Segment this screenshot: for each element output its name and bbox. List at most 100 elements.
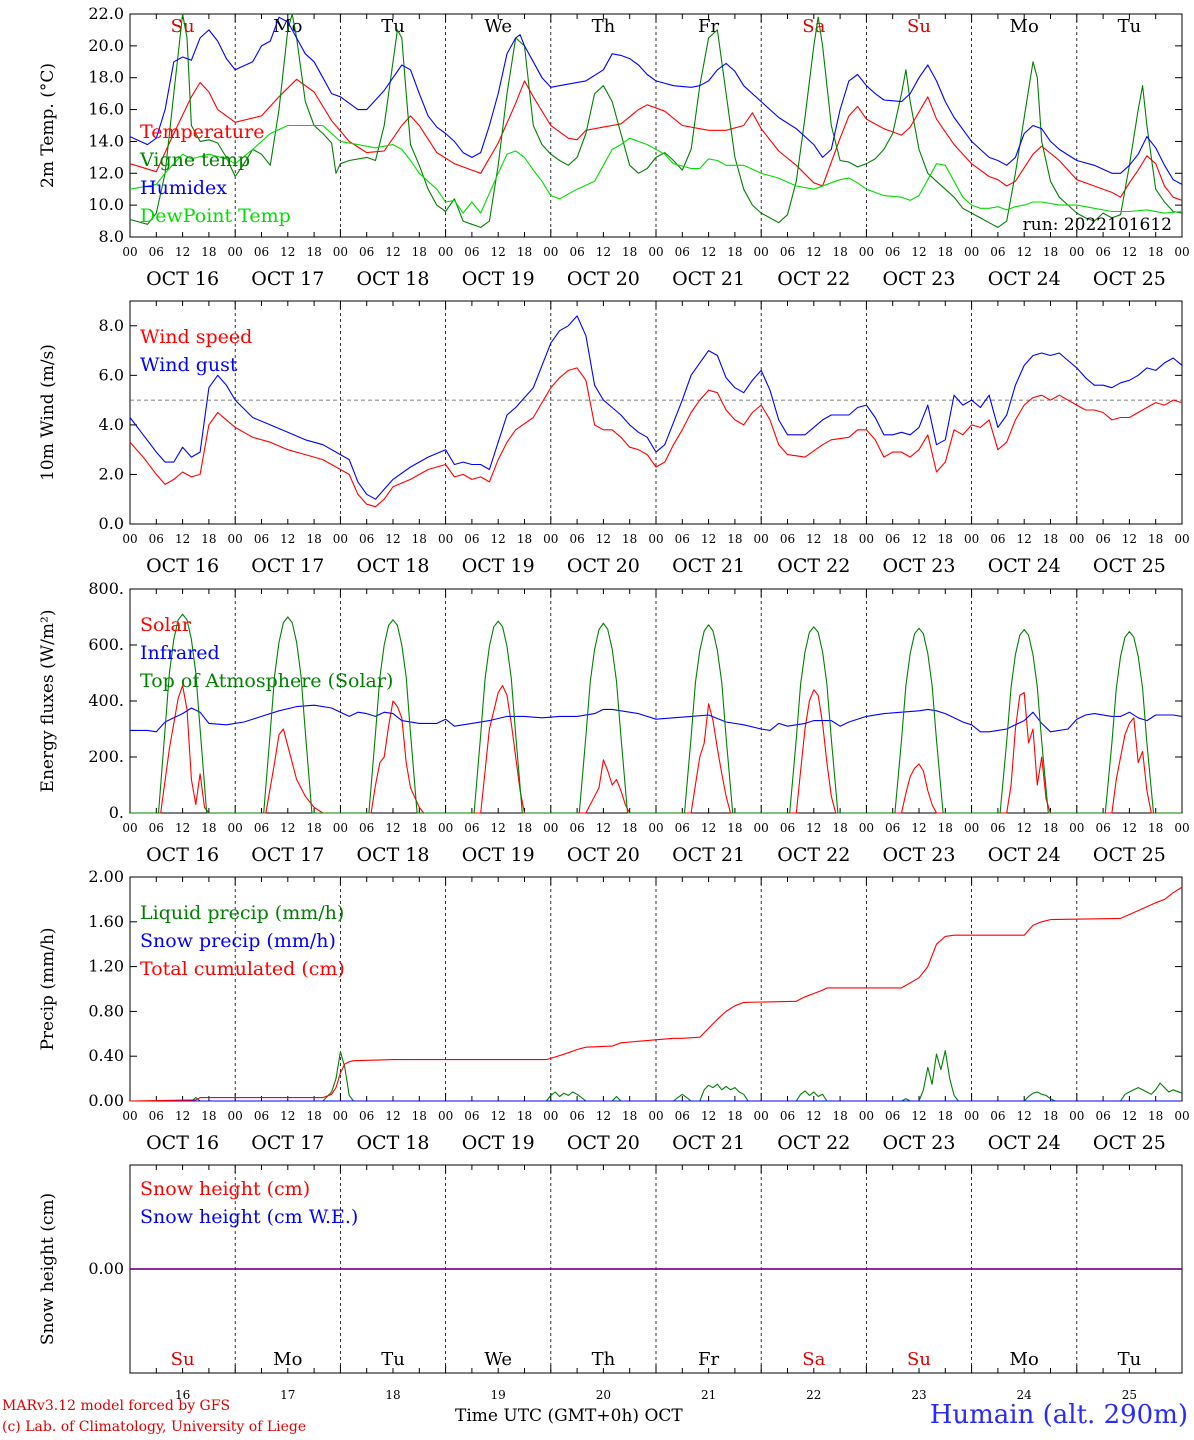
date-label: OCT 25	[1093, 268, 1166, 290]
y-tick-label: 8.0	[99, 316, 124, 335]
y-tick-label: 0.0	[99, 514, 124, 533]
hour-tick-label: 12	[385, 821, 400, 835]
date-label: OCT 20	[567, 1132, 640, 1154]
y-tick-label: 800.	[88, 579, 124, 598]
day-name: Mo	[1010, 1349, 1039, 1370]
hour-tick-label: 06	[569, 1109, 584, 1123]
hour-tick-label: 12	[385, 532, 400, 546]
hour-tick-label: 18	[1148, 1109, 1163, 1123]
date-label: OCT 17	[251, 1132, 324, 1154]
hour-tick-label: 06	[254, 245, 269, 259]
hour-tick-label: 18	[306, 1109, 321, 1123]
date-label: OCT 18	[356, 1132, 429, 1154]
y-tick-label: 22.0	[88, 4, 124, 23]
series-line	[129, 367, 1183, 508]
hour-tick-label: 06	[675, 245, 690, 259]
day-name: Tu	[381, 16, 405, 37]
hour-tick-label: 12	[491, 245, 506, 259]
hour-tick-label: 06	[359, 245, 374, 259]
y-tick-label: 20.0	[88, 36, 124, 55]
y-tick-label: 18.0	[88, 68, 124, 87]
y-tick-label: 16.0	[88, 100, 124, 119]
legend-entry: Infrared	[140, 642, 220, 664]
hour-tick-label: 06	[569, 245, 584, 259]
series-line	[129, 16, 1183, 185]
hour-tick-label: 00	[1069, 821, 1084, 835]
y-tick-label: 0.00	[88, 1091, 124, 1110]
date-label: OCT 24	[988, 1132, 1061, 1154]
hour-tick-label: 06	[464, 821, 479, 835]
hour-tick-label: 00	[122, 821, 137, 835]
hour-tick-label: 06	[149, 245, 164, 259]
hour-tick-label: 06	[885, 1109, 900, 1123]
legend-entry: Vigne temp	[139, 149, 250, 171]
hour-tick-label: 00	[964, 245, 979, 259]
hour-tick-label: 00	[1174, 821, 1189, 835]
y-tick-label: 6.0	[99, 365, 124, 384]
date-label: OCT 20	[567, 268, 640, 290]
date-label: OCT 17	[251, 844, 324, 866]
legend-entry: DewPoint Temp	[140, 205, 291, 227]
hour-tick-label: 00	[438, 821, 453, 835]
hour-tick-label: 12	[1017, 532, 1032, 546]
legend-entry: Total cumulated (cm)	[140, 958, 345, 980]
legend-entry: Snow precip (mm/h)	[140, 930, 336, 952]
y-axis-title: Precip (mm/h)	[38, 927, 58, 1050]
legend-entry: Snow height (cm W.E.)	[140, 1206, 358, 1228]
legend-entry: Wind speed	[140, 326, 252, 348]
hour-tick-label: 06	[359, 532, 374, 546]
date-label: OCT 21	[672, 268, 745, 290]
hour-tick-label: 18	[1148, 245, 1163, 259]
hour-tick-label: 00	[543, 1109, 558, 1123]
hour-tick-label: 12	[911, 821, 926, 835]
hour-tick-label: 00	[333, 245, 348, 259]
day-name: Sa	[802, 16, 825, 37]
hour-tick-label: 18	[622, 245, 637, 259]
day-name: Mo	[1010, 16, 1039, 37]
hour-tick-label: 06	[1095, 1109, 1110, 1123]
date-label: OCT 19	[462, 268, 535, 290]
hour-tick-label: 00	[122, 532, 137, 546]
hour-tick-label: 12	[1017, 821, 1032, 835]
date-label: OCT 23	[882, 268, 955, 290]
hour-tick-label: 12	[596, 821, 611, 835]
hour-tick-label: 18	[517, 245, 532, 259]
hour-tick-label: 18	[727, 1109, 742, 1123]
hour-tick-label: 00	[333, 532, 348, 546]
hour-tick-label: 00	[438, 532, 453, 546]
hour-tick-label: 00	[859, 532, 874, 546]
hour-tick-label: 00	[648, 1109, 663, 1123]
series-line	[129, 78, 1183, 201]
hour-tick-label: 06	[885, 821, 900, 835]
panel-snow: 0.00 Snow height (cm) Su Mo Tu We Th Fr Sa Su Mo Tu…	[38, 1164, 1183, 1402]
day-name: Tu	[381, 1349, 405, 1370]
y-tick-label: 4.0	[99, 415, 124, 434]
hour-tick-label: 00	[228, 821, 243, 835]
date-label: OCT 21	[672, 1132, 745, 1154]
date-label: OCT 21	[672, 555, 745, 577]
hour-tick-label: 18	[1043, 821, 1058, 835]
hour-tick-label: 18	[201, 532, 216, 546]
time-axis-label: Time UTC (GMT+0h) OCT	[455, 1406, 683, 1426]
day-name: Sa	[802, 1349, 825, 1370]
hour-tick-label: 06	[569, 532, 584, 546]
hour-tick-label: 12	[1017, 245, 1032, 259]
hour-tick-label: 12	[806, 1109, 821, 1123]
day-name: Su	[907, 1349, 931, 1370]
hour-tick-label: 00	[648, 245, 663, 259]
date-label: OCT 18	[356, 268, 429, 290]
hour-tick-label: 12	[1122, 1109, 1137, 1123]
hour-tick-label: 00	[438, 245, 453, 259]
hour-tick-label: 00	[1174, 532, 1189, 546]
y-axis-title: Snow height (cm)	[38, 1193, 58, 1345]
hour-tick-label: 06	[990, 245, 1005, 259]
hour-tick-label: 12	[280, 532, 295, 546]
hour-tick-label: 12	[806, 532, 821, 546]
hour-tick-label: 18	[727, 821, 742, 835]
date-label: OCT 19	[462, 555, 535, 577]
hour-tick-label: 06	[149, 1109, 164, 1123]
hour-tick-label: 00	[754, 821, 769, 835]
hour-tick-label: 06	[990, 1109, 1005, 1123]
day-name: Fr	[698, 1349, 719, 1370]
date-label: OCT 20	[567, 844, 640, 866]
